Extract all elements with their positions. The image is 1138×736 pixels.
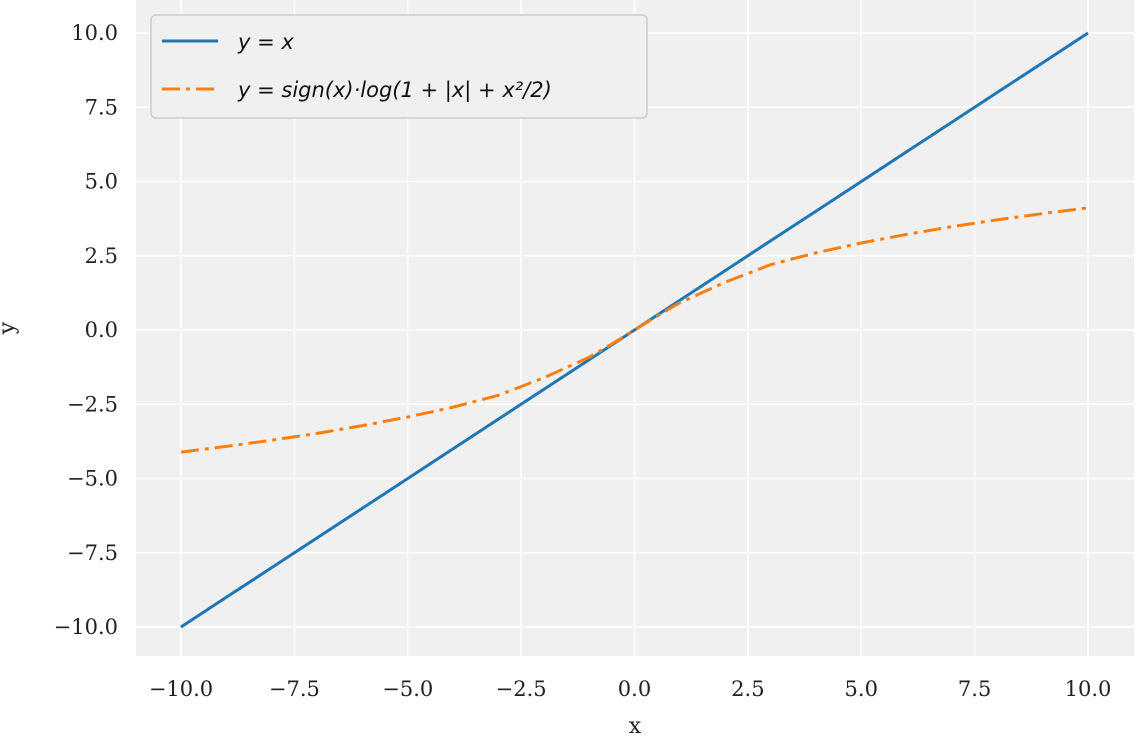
y-tick-label: 2.5 <box>85 244 118 268</box>
y-tick-label: 7.5 <box>85 95 118 119</box>
legend-label-log-curve: y = sign(x)·log(1 + |x| + x²/2) <box>237 78 552 103</box>
y-tick-label: −10.0 <box>54 615 118 639</box>
y-tick-label: 10.0 <box>71 21 118 45</box>
x-tick-label: 7.5 <box>958 677 991 701</box>
y-tick-label: −2.5 <box>67 392 118 416</box>
y-axis-label: y <box>0 321 20 335</box>
y-tick-label: −5.0 <box>67 467 118 491</box>
y-tick-label: −7.5 <box>67 541 118 565</box>
legend-box <box>150 14 648 119</box>
x-axis-label: x <box>629 714 642 736</box>
x-tick-labels: −10.0 −7.5 −5.0 −2.5 0.0 2.5 5.0 7.5 10.0 <box>149 677 1112 701</box>
legend: y = x y = sign(x)·log(1 + |x| + x²/2) <box>150 14 648 119</box>
x-tick-label: −5.0 <box>382 677 433 701</box>
x-tick-label: 2.5 <box>731 677 764 701</box>
x-tick-label: 10.0 <box>1065 677 1112 701</box>
x-tick-label: −10.0 <box>149 677 213 701</box>
x-tick-label: −2.5 <box>496 677 547 701</box>
x-tick-label: −7.5 <box>269 677 320 701</box>
series-lines <box>180 31 1089 629</box>
y-tick-labels: −10.0 −7.5 −5.0 −2.5 0.0 2.5 5.0 7.5 10.0 <box>54 21 118 639</box>
series-line-y-equals-x <box>180 31 1089 629</box>
x-tick-label: 5.0 <box>845 677 878 701</box>
legend-label-y-equals-x: y = x <box>237 30 294 54</box>
y-tick-label: 5.0 <box>85 170 118 194</box>
x-tick-label: 0.0 <box>618 677 651 701</box>
y-tick-label: 0.0 <box>85 318 118 342</box>
